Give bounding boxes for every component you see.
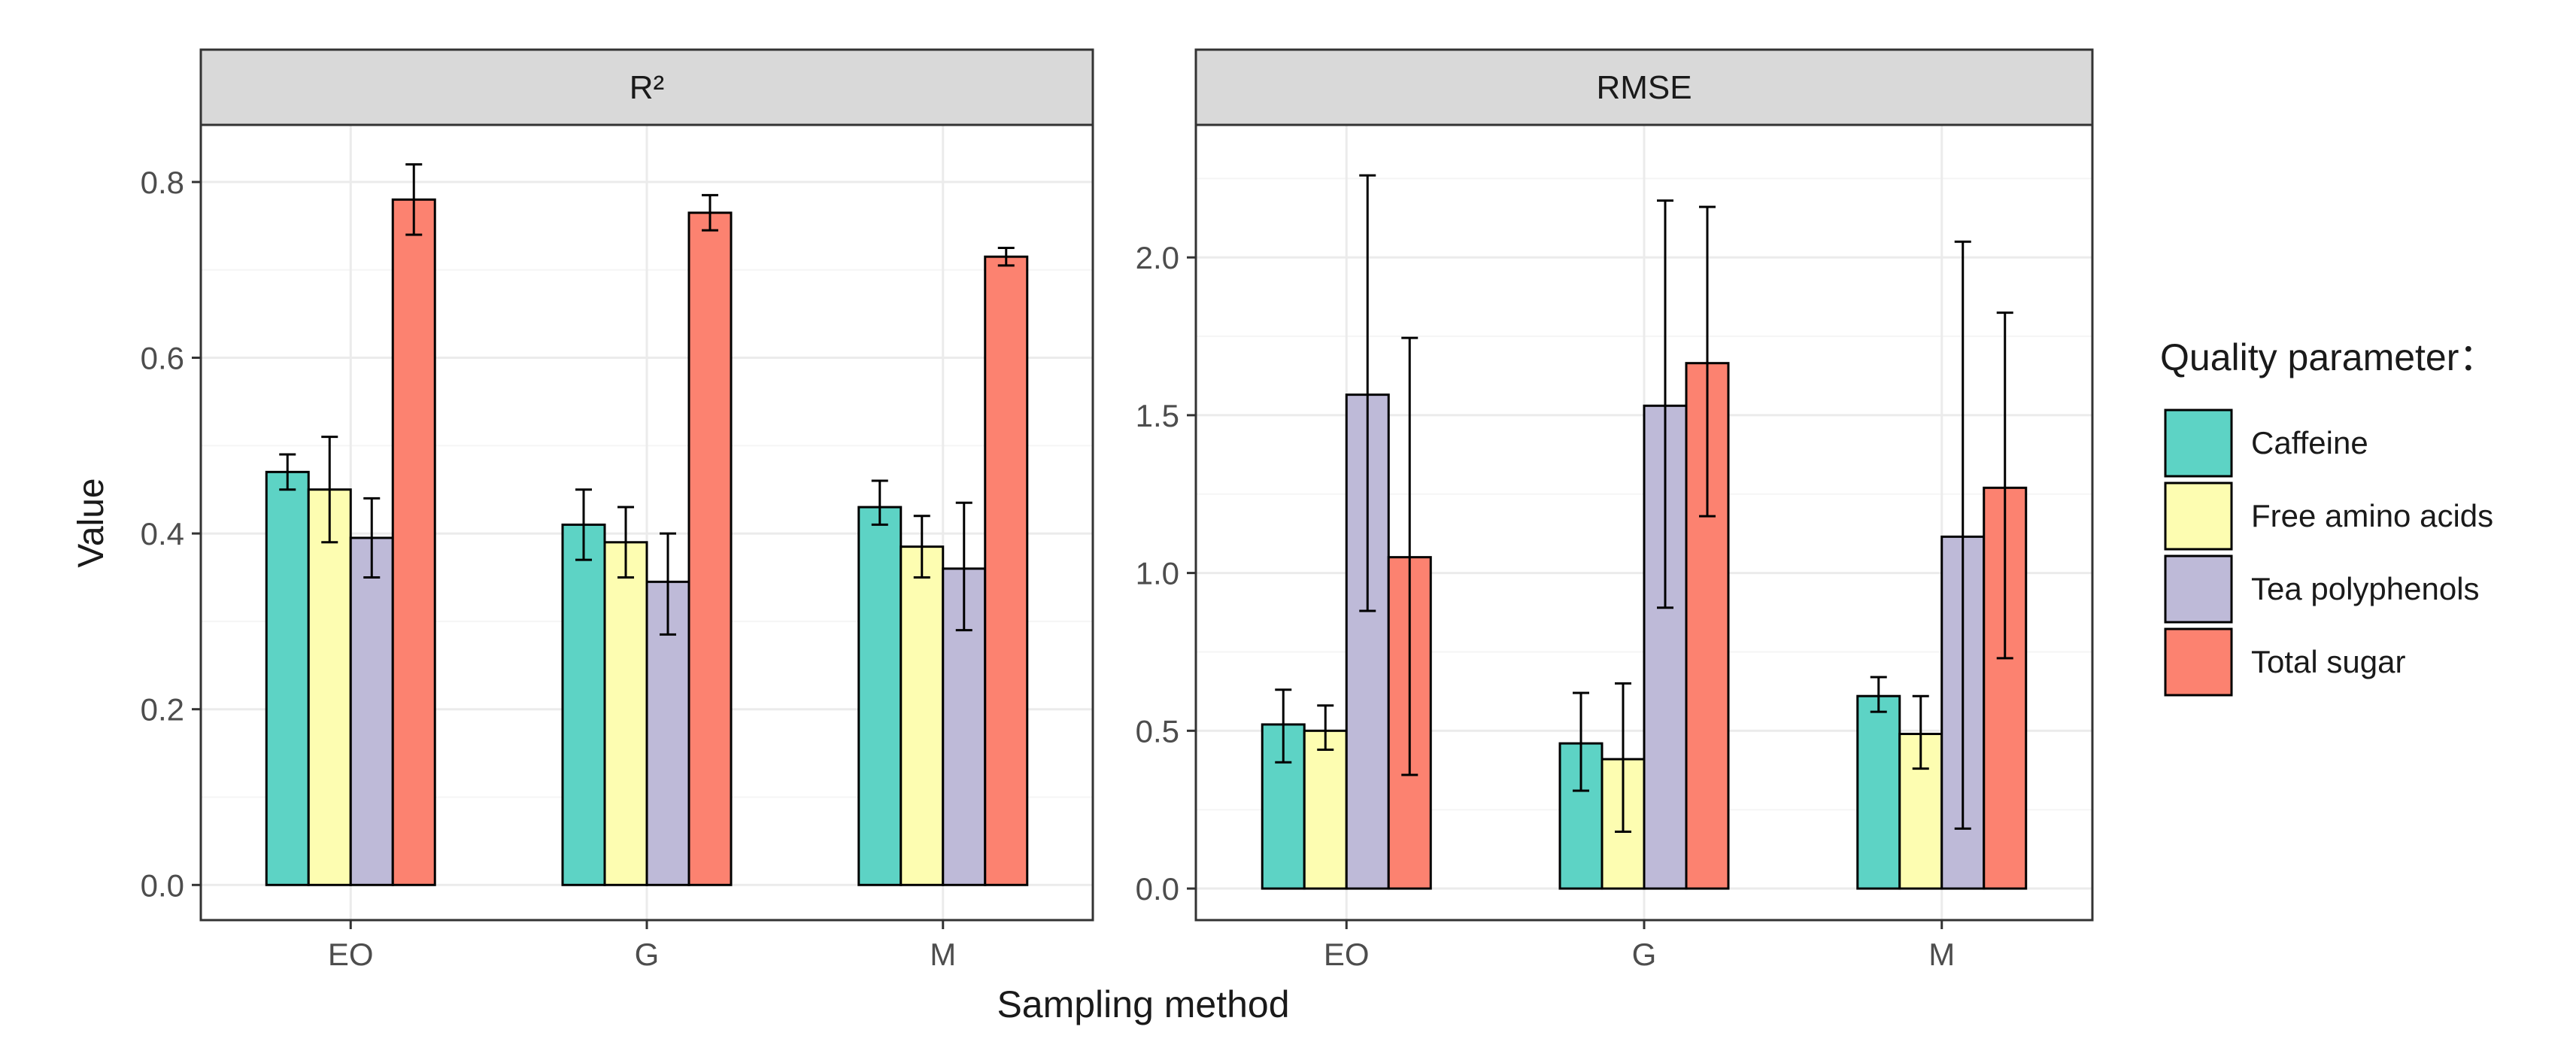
facet-panel-rmse: RMSE 0.0 0.5 1.0 1.5 2.0 EO G M — [1136, 48, 2094, 972]
legend-swatch — [2164, 554, 2233, 624]
error-bar — [955, 501, 972, 632]
y-tick-label: 0.0 — [141, 867, 184, 903]
error-bar — [1573, 691, 1589, 792]
x-tick-label: EO — [1324, 937, 1370, 972]
bar-free-amino-acids-g — [603, 541, 648, 886]
legend-swatch — [2164, 627, 2233, 697]
error-bar — [1954, 240, 1971, 830]
legend-label: Caffeine — [2251, 425, 2368, 460]
y-axis-label: Value — [71, 478, 111, 567]
legend-items: Caffeine Free amino acids Tea polyphenols T… — [2164, 409, 2493, 697]
legend-label: Total sugar — [2251, 644, 2405, 679]
error-bar — [321, 436, 338, 544]
x-tick-label: EO — [328, 937, 374, 972]
y-tick-label: 0.2 — [141, 692, 184, 728]
y-tick-label: 1.5 — [1136, 398, 1179, 433]
error-bar — [1359, 174, 1376, 612]
error-bar — [1912, 694, 1929, 770]
legend-item-free-amino-acids: Free amino acids — [2164, 481, 2493, 551]
y-tick-label: 0.4 — [141, 516, 184, 551]
bar-total-sugar-g — [687, 211, 733, 886]
legend-item-caffeine: Caffeine — [2164, 409, 2368, 478]
facet-strip — [199, 48, 1094, 126]
error-bar — [363, 497, 381, 579]
legend: Quality parameter： Caffeine Free amino ac… — [2160, 336, 2496, 697]
error-bar — [1317, 704, 1334, 751]
bar-caffeine-g — [561, 523, 606, 886]
y-tick-label: 0.8 — [141, 165, 184, 200]
error-bar — [660, 532, 676, 636]
facet-strip-title: RMSE — [1596, 69, 1692, 106]
legend-item-total-sugar: Total sugar — [2164, 627, 2405, 697]
error-bar — [405, 163, 423, 236]
legend-item-tea-polyphenols: Tea polyphenols — [2164, 554, 2480, 624]
facet-panels: R² 0.0 0.2 0.4 0.6 0.8 EO G M RMSE 0.0 0.5 1.0 1.5 2.0… — [141, 48, 2094, 972]
bar-tea-polyphenols-g — [645, 580, 690, 886]
x-tick-label: G — [1632, 937, 1657, 972]
bar-total-sugar-eo — [391, 198, 436, 886]
error-bar — [871, 479, 888, 526]
bar-free-amino-acids-eo — [1303, 729, 1348, 890]
error-bar — [617, 506, 634, 579]
error-bar — [913, 515, 930, 579]
error-bar — [279, 453, 296, 491]
y-tick-label: 0.0 — [1136, 871, 1179, 907]
legend-label: Tea polyphenols — [2251, 571, 2480, 606]
y-tick-label: 0.6 — [141, 341, 184, 376]
bar-free-amino-acids-m — [900, 545, 945, 886]
x-tick-label: M — [930, 937, 956, 972]
error-bar — [702, 193, 718, 232]
error-bar — [1615, 682, 1631, 834]
y-tick-label: 2.0 — [1136, 240, 1179, 275]
error-bar — [1699, 205, 1716, 518]
bar-tea-polyphenols-eo — [349, 536, 394, 886]
error-bar — [1401, 336, 1418, 776]
error-bar — [1657, 199, 1673, 609]
legend-swatch — [2164, 481, 2233, 551]
bar-caffeine-m — [1856, 694, 1901, 890]
bar-caffeine-m — [857, 506, 903, 886]
y-tick-label: 0.5 — [1136, 713, 1179, 749]
error-bar — [1996, 311, 2013, 660]
legend-title: Quality parameter： — [2160, 336, 2496, 378]
facet-strip — [1194, 48, 2094, 126]
facet-strip-title: R² — [630, 69, 664, 106]
bar-free-amino-acids-eo — [307, 488, 352, 886]
legend-swatch — [2164, 409, 2233, 478]
x-axis-label: Sampling method — [997, 983, 1289, 1025]
error-bar — [1870, 676, 1887, 713]
error-bar — [997, 247, 1015, 267]
x-tick-label: G — [635, 937, 660, 972]
legend-label: Free amino acids — [2251, 498, 2493, 533]
y-tick-label: 1.0 — [1136, 556, 1179, 591]
facet-panel-r2: R² 0.0 0.2 0.4 0.6 0.8 EO G M — [141, 48, 1094, 972]
error-bar — [575, 488, 592, 561]
bar-total-sugar-m — [984, 255, 1029, 886]
bar-caffeine-eo — [265, 470, 310, 886]
error-bar — [1275, 688, 1292, 764]
x-tick-label: M — [1928, 937, 1955, 972]
